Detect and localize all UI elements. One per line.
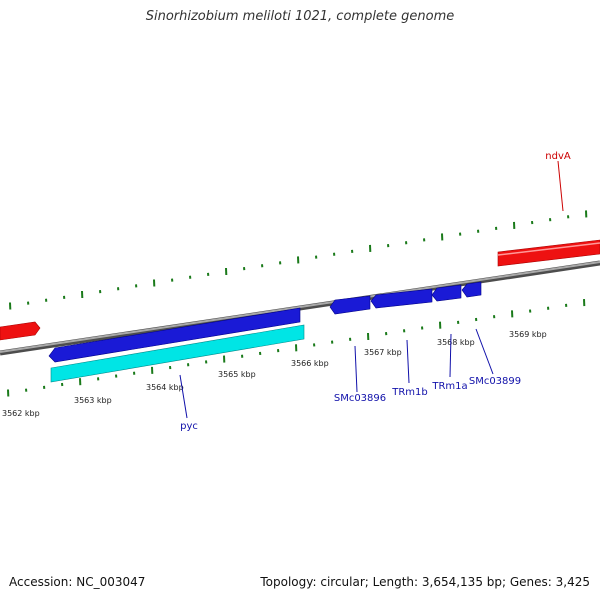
gene-label-ndvA[interactable]: ndvA xyxy=(545,151,571,162)
gene-TRm1b[interactable] xyxy=(370,288,433,309)
genome-summary: Topology: circular; Length: 3,654,135 bp… xyxy=(260,575,590,589)
lower-tick-row xyxy=(7,299,586,397)
tick-label: 3564 kbp xyxy=(146,383,184,392)
label-leader-pyc xyxy=(179,374,188,419)
gene-SMc03896[interactable] xyxy=(329,295,371,315)
tick-label: 3569 kbp xyxy=(509,330,547,339)
upper-tick-row xyxy=(9,210,588,310)
label-leader-SMc03899 xyxy=(475,328,494,375)
tick-labels: 3562 kbp 3563 kbp 3564 kbp 3565 kbp 3566… xyxy=(2,330,547,418)
label-leader-SMc03896 xyxy=(354,345,358,393)
gene-label-TRm1b[interactable]: TRm1b xyxy=(391,387,428,398)
label-leader-TRm1a xyxy=(449,333,452,378)
accession-label: Accession: NC_003047 xyxy=(9,575,146,589)
gene-SMc03899[interactable] xyxy=(461,281,482,298)
page-title: Sinorhizobium meliloti 1021, complete ge… xyxy=(145,9,455,24)
tick-label: 3567 kbp xyxy=(364,348,402,357)
tick-label: 3568 kbp xyxy=(437,338,475,347)
tick-label: 3566 kbp xyxy=(291,359,329,368)
tick-label: 3565 kbp xyxy=(218,370,256,379)
gene-label-SMc03899[interactable]: SMc03899 xyxy=(469,376,521,387)
tick-label: 3563 kbp xyxy=(74,396,112,405)
gene-pyc[interactable] xyxy=(48,307,301,363)
genome-backbone-highlight xyxy=(0,261,600,353)
gene-label-TRm1a[interactable]: TRm1a xyxy=(431,381,467,392)
gene-label-SMc03896[interactable]: SMc03896 xyxy=(334,393,386,404)
gene-ndvA-highlight xyxy=(497,242,600,256)
gene-label-pyc[interactable]: pyc xyxy=(180,421,198,432)
gene-arrow[interactable] xyxy=(0,321,41,341)
label-leader-TRm1b xyxy=(406,339,410,384)
tick-label: 3562 kbp xyxy=(2,409,40,418)
cds-pyc[interactable] xyxy=(50,324,305,383)
gene-TRm1a[interactable] xyxy=(431,284,462,302)
label-leader-ndvA xyxy=(557,160,564,212)
